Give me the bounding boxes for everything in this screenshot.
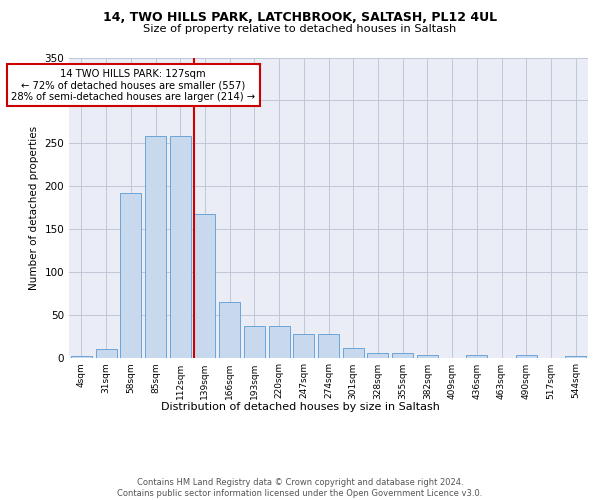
Bar (71, 356, 92, 358)
Bar (392, 353, 413, 358)
Bar (219, 302, 240, 358)
Text: Size of property relative to detached houses in Saltash: Size of property relative to detached ho… (143, 24, 457, 34)
Bar (516, 355, 537, 358)
Bar (269, 326, 290, 358)
Bar (466, 355, 487, 358)
Y-axis label: Number of detached properties: Number of detached properties (29, 126, 39, 290)
Bar (145, 136, 166, 358)
Text: Distribution of detached houses by size in Saltash: Distribution of detached houses by size … (161, 402, 439, 412)
Text: 14, TWO HILLS PARK, LATCHBROOK, SALTASH, PL12 4UL: 14, TWO HILLS PARK, LATCHBROOK, SALTASH,… (103, 11, 497, 24)
Bar (244, 326, 265, 358)
Bar (120, 193, 141, 358)
Bar (95, 349, 116, 358)
Bar (293, 334, 314, 357)
Bar (343, 348, 364, 358)
Text: 14 TWO HILLS PARK: 127sqm
← 72% of detached houses are smaller (557)
28% of semi: 14 TWO HILLS PARK: 127sqm ← 72% of detac… (11, 68, 256, 102)
Bar (170, 136, 191, 358)
Text: Contains HM Land Registry data © Crown copyright and database right 2024.
Contai: Contains HM Land Registry data © Crown c… (118, 478, 482, 498)
Bar (565, 356, 586, 358)
Bar (367, 353, 388, 358)
Bar (318, 334, 339, 357)
Bar (194, 214, 215, 358)
Bar (417, 355, 438, 358)
